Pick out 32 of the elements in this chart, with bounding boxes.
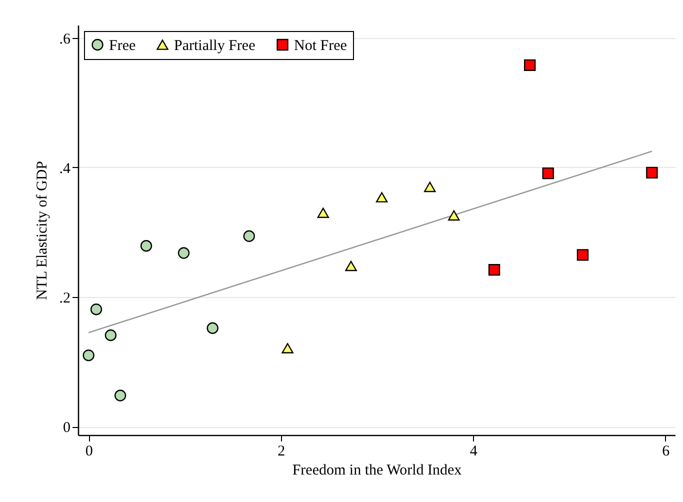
x-tick-label: 2 [278, 444, 286, 460]
x-tick-label: 6 [662, 444, 670, 460]
point [376, 192, 388, 202]
point [206, 322, 218, 334]
point [243, 230, 255, 242]
point [448, 210, 460, 221]
y-tick-label: .4 [59, 160, 71, 177]
point [82, 350, 94, 362]
point [646, 166, 658, 179]
point [345, 260, 357, 272]
legend-label: Partially Free [174, 38, 256, 54]
legend-label: Not Free [294, 38, 348, 54]
y-tick-label: .6 [59, 31, 71, 48]
point [488, 264, 500, 276]
point [524, 59, 536, 71]
point [282, 343, 294, 354]
point [114, 390, 126, 402]
point [424, 182, 436, 192]
point [178, 247, 190, 259]
y-tick-label: .2 [59, 290, 70, 307]
x-axis-title: Freedom in the World Index [292, 462, 462, 478]
legend-label: Free [109, 38, 136, 54]
point [140, 240, 152, 252]
y-axis-title: NTL Elasticity of GDP [34, 160, 50, 300]
y-tick-label: 0 [63, 420, 70, 436]
point [542, 167, 554, 180]
x-tick-label: 0 [85, 444, 93, 460]
point [317, 208, 329, 218]
x-tick-label: 4 [470, 444, 478, 460]
point [576, 249, 589, 261]
point [104, 329, 117, 342]
point [90, 304, 102, 316]
